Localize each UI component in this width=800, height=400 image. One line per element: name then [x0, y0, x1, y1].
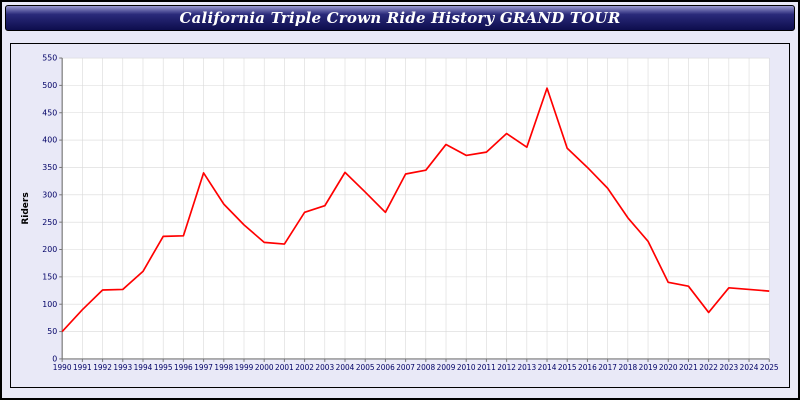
title-bar: California Triple Crown Ride History GRA… [5, 5, 795, 31]
x-tick-label: 1990 [53, 363, 72, 372]
x-tick-label: 1997 [194, 363, 213, 372]
y-tick-label: 0 [52, 354, 57, 363]
x-tick-label: 2019 [639, 363, 658, 372]
y-tick-label: 450 [42, 108, 57, 117]
x-tick-label: 2015 [558, 363, 577, 372]
x-tick-label: 2000 [255, 363, 274, 372]
x-tick-label: 2022 [699, 363, 718, 372]
chart-panel: 0 50 100 150 200 250 300 350 400 450 500 550 1990 199… [10, 43, 790, 388]
x-tick-label: 1996 [174, 363, 193, 372]
x-tick-label: 2025 [760, 363, 779, 372]
y-tick-label: 500 [42, 81, 57, 90]
y-tick-label: 400 [42, 136, 57, 145]
riders-line-series [61, 87, 770, 333]
x-tick-label: 2012 [497, 363, 516, 372]
x-tick-label: 2013 [517, 363, 536, 372]
x-tick-label: 2008 [416, 363, 435, 372]
x-tick-label: 2023 [719, 363, 738, 372]
x-tick-label: 2010 [457, 363, 476, 372]
y-tick-label: 350 [42, 163, 57, 172]
y-tick-label: 300 [42, 190, 57, 199]
x-tick-label: 2020 [659, 363, 678, 372]
plot-area [62, 58, 770, 359]
chart-title: California Triple Crown Ride History GRA… [179, 9, 621, 27]
x-tick-label: 2009 [437, 363, 456, 372]
y-tick-label: 100 [42, 300, 57, 309]
x-tick-label: 2003 [315, 363, 334, 372]
x-tick-label: 2001 [275, 363, 294, 372]
x-tick-label: 2021 [679, 363, 698, 372]
y-tick-label: 50 [47, 327, 57, 336]
x-tick-label: 2016 [578, 363, 597, 372]
x-tick-label: 2011 [477, 363, 496, 372]
x-tick-label: 2004 [336, 363, 355, 372]
x-tick-label: 2007 [396, 363, 415, 372]
x-tick-label: 2024 [740, 363, 759, 372]
y-tick-label: 200 [42, 245, 57, 254]
y-tick-label: 550 [42, 54, 57, 63]
y-tick-label: 250 [42, 218, 57, 227]
x-tick-label: 1995 [154, 363, 173, 372]
y-axis-label: Riders [21, 192, 31, 224]
x-tick-label: 2005 [356, 363, 375, 372]
y-tick-label: 150 [42, 272, 57, 281]
x-tick-label: 1998 [214, 363, 233, 372]
x-tick-label: 2017 [598, 363, 617, 372]
x-tick-label: 2002 [295, 363, 314, 372]
x-tick-label: 2018 [618, 363, 637, 372]
x-tick-label: 1993 [113, 363, 132, 372]
x-tick-label: 1992 [93, 363, 112, 372]
x-tick-label: 1999 [235, 363, 254, 372]
x-tick-label: 2014 [538, 363, 557, 372]
x-tick-label: 1991 [73, 363, 92, 372]
x-tick-label: 2006 [376, 363, 395, 372]
x-tick-label: 1994 [134, 363, 153, 372]
